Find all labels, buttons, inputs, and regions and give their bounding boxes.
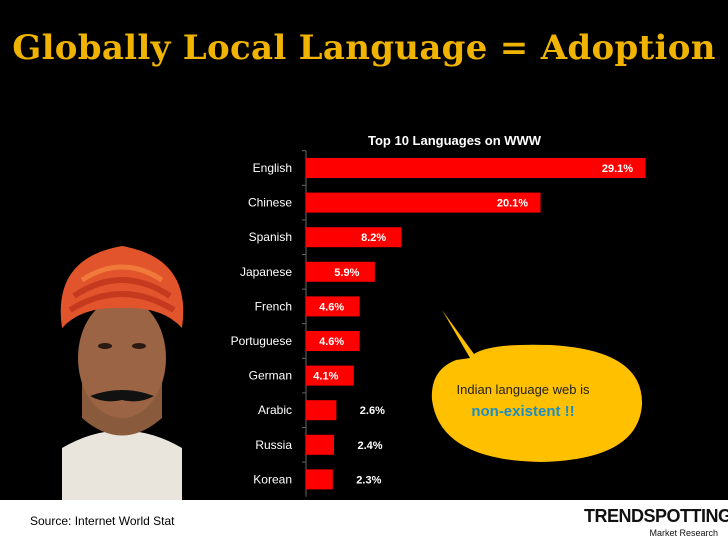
- bar: [306, 434, 334, 455]
- logo-main-text: TRENDSPOTTING.: [584, 506, 728, 526]
- data-label: 4.1%: [313, 371, 338, 383]
- callout-emphasis: non-existent !!: [471, 403, 575, 420]
- category-label: Portuguese: [231, 334, 293, 348]
- bar: [306, 469, 333, 490]
- logo-sub-text: Market Research: [649, 528, 718, 538]
- data-label: 29.1%: [602, 163, 633, 175]
- man-portrait-image: [22, 218, 222, 510]
- data-label: 2.3%: [356, 474, 381, 486]
- category-label: French: [255, 299, 292, 313]
- data-label: 2.4%: [357, 440, 382, 452]
- category-label: Korean: [253, 472, 292, 486]
- bar: [306, 261, 375, 282]
- callout-text: Indian language web is: [456, 382, 590, 397]
- bar: [306, 158, 646, 178]
- source-text: Source: Internet World Stat: [30, 514, 175, 528]
- category-label: Japanese: [240, 265, 292, 279]
- chart-title: Top 10 Languages on WWW: [368, 133, 542, 148]
- data-label: 20.1%: [497, 198, 528, 210]
- bar: [306, 192, 541, 213]
- data-label: 2.6%: [360, 405, 385, 417]
- category-label: English: [253, 161, 292, 175]
- category-label: German: [249, 369, 292, 383]
- data-label: 8.2%: [361, 232, 386, 244]
- bar: [306, 365, 354, 386]
- bar: [306, 331, 360, 351]
- category-label: Chinese: [248, 196, 292, 210]
- category-label: Spanish: [249, 230, 292, 244]
- category-label: Arabic: [258, 403, 292, 417]
- data-label: 4.6%: [319, 301, 344, 313]
- data-label: 5.9%: [334, 267, 359, 279]
- category-label: Russia: [255, 438, 292, 452]
- footer: Source: Internet World Stat TRENDSPOTTIN…: [0, 500, 728, 546]
- data-label: 4.6%: [319, 336, 344, 348]
- bar: [306, 400, 337, 421]
- bar: [306, 296, 360, 317]
- trendspotting-logo: TRENDSPOTTING. Market Research: [584, 504, 728, 544]
- callout-bubble: [431, 310, 643, 462]
- bar: [306, 227, 402, 248]
- slide-title: Globally Local Language = Adoption: [12, 28, 716, 68]
